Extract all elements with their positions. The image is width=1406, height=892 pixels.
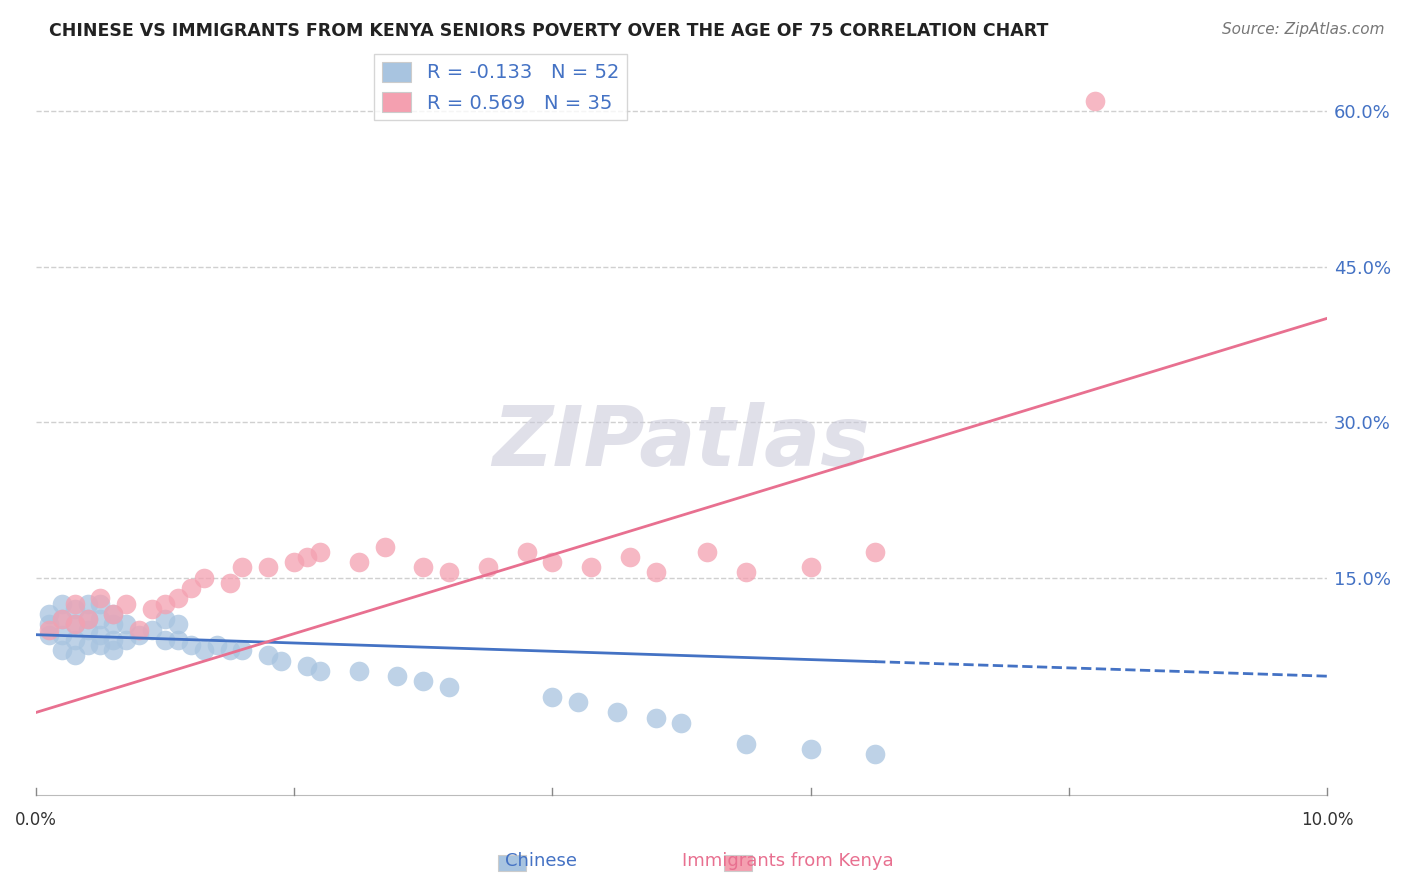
Point	[387, 669, 409, 683]
Point	[38, 628, 60, 642]
Point	[76, 623, 98, 637]
Point	[541, 555, 564, 569]
Point	[89, 591, 111, 606]
Point	[153, 597, 176, 611]
Point	[735, 566, 758, 580]
Point	[63, 648, 86, 663]
Point	[295, 549, 318, 564]
Point	[167, 591, 190, 606]
Point	[437, 680, 460, 694]
Point	[270, 654, 292, 668]
Point	[63, 597, 86, 611]
Point	[76, 597, 98, 611]
Point	[799, 560, 821, 574]
Point	[141, 601, 163, 615]
Point	[1083, 94, 1105, 108]
Point	[89, 597, 111, 611]
Text: Source: ZipAtlas.com: Source: ZipAtlas.com	[1222, 22, 1385, 37]
Point	[295, 658, 318, 673]
Point	[180, 638, 202, 652]
Point	[51, 643, 73, 657]
Point	[115, 597, 138, 611]
Point	[103, 607, 125, 621]
Point	[257, 560, 280, 574]
Point	[89, 612, 111, 626]
Point	[63, 617, 86, 632]
Point	[153, 612, 176, 626]
Point	[51, 612, 73, 626]
Point	[38, 607, 60, 621]
Point	[644, 566, 666, 580]
Text: CHINESE VS IMMIGRANTS FROM KENYA SENIORS POVERTY OVER THE AGE OF 75 CORRELATION : CHINESE VS IMMIGRANTS FROM KENYA SENIORS…	[49, 22, 1049, 40]
Point	[51, 612, 73, 626]
Point	[347, 555, 370, 569]
Point	[193, 571, 215, 585]
Point	[799, 741, 821, 756]
Point	[89, 628, 111, 642]
Point	[218, 575, 240, 590]
Point	[128, 628, 150, 642]
Point	[309, 664, 332, 678]
Point	[115, 617, 138, 632]
Point	[863, 545, 886, 559]
Point	[193, 643, 215, 657]
Point	[644, 711, 666, 725]
Point	[696, 545, 718, 559]
Point	[167, 617, 190, 632]
Point	[63, 601, 86, 615]
Point	[205, 638, 228, 652]
Point	[76, 612, 98, 626]
Point	[579, 560, 602, 574]
Point	[863, 747, 886, 761]
Point	[309, 545, 332, 559]
Point	[128, 623, 150, 637]
Point	[347, 664, 370, 678]
Legend: R = -0.133   N = 52, R = 0.569   N = 35: R = -0.133 N = 52, R = 0.569 N = 35	[374, 54, 627, 120]
Point	[412, 560, 434, 574]
Point	[38, 623, 60, 637]
Point	[51, 628, 73, 642]
Point	[373, 540, 395, 554]
Point	[63, 632, 86, 647]
Point	[51, 597, 73, 611]
Point	[167, 632, 190, 647]
Point	[477, 560, 499, 574]
Point	[103, 617, 125, 632]
Point	[153, 632, 176, 647]
Point	[231, 643, 253, 657]
Point	[735, 737, 758, 751]
Point	[76, 638, 98, 652]
Point	[437, 566, 460, 580]
Text: Immigrants from Kenya: Immigrants from Kenya	[682, 852, 893, 870]
Point	[619, 549, 641, 564]
Text: 0.0%: 0.0%	[15, 811, 56, 829]
Point	[567, 695, 589, 709]
Point	[76, 612, 98, 626]
Point	[218, 643, 240, 657]
Text: ZIPatlas: ZIPatlas	[492, 401, 870, 483]
Point	[231, 560, 253, 574]
Point	[141, 623, 163, 637]
Point	[515, 545, 537, 559]
Point	[671, 715, 693, 730]
Point	[257, 648, 280, 663]
Point	[412, 674, 434, 689]
Point	[541, 690, 564, 704]
Point	[103, 643, 125, 657]
Point	[103, 632, 125, 647]
Text: 10.0%: 10.0%	[1301, 811, 1353, 829]
Point	[115, 632, 138, 647]
Point	[103, 607, 125, 621]
Point	[283, 555, 305, 569]
Point	[38, 617, 60, 632]
Text: Chinese: Chinese	[505, 852, 578, 870]
Point	[63, 617, 86, 632]
Point	[606, 706, 628, 720]
Point	[89, 638, 111, 652]
Point	[180, 581, 202, 595]
